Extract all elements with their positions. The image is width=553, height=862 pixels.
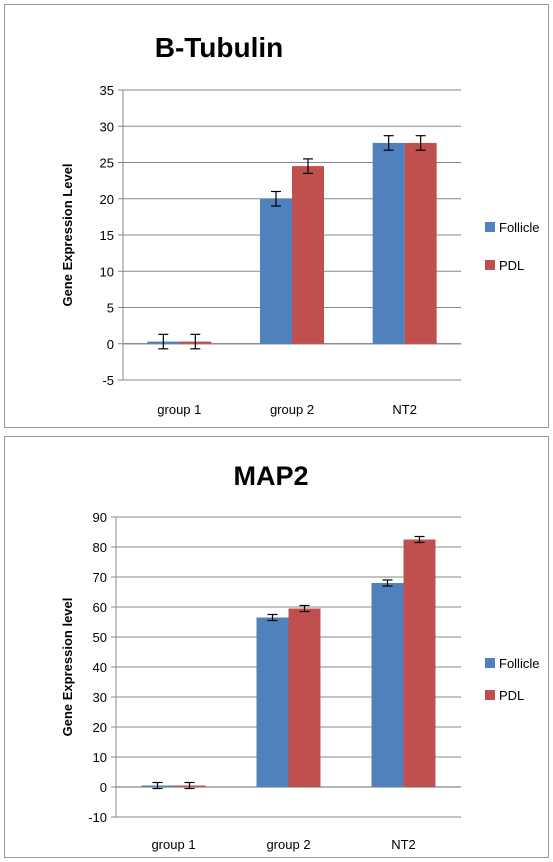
y-tick-label: 70 xyxy=(93,570,107,585)
y-tick-label: 0 xyxy=(100,780,107,795)
x-category-label: NT2 xyxy=(392,402,417,417)
y-tick-label: 10 xyxy=(93,750,107,765)
y-tick-label: 10 xyxy=(100,264,114,279)
y-tick-label: 35 xyxy=(100,83,114,98)
btubulin-chart: B-Tubulin Gene Expression Level -5 0 5 10 15 20… xyxy=(60,32,539,417)
x-category-label: NT2 xyxy=(391,837,416,852)
legend-swatch-pdl xyxy=(485,690,495,700)
y-tick-label: 15 xyxy=(100,228,114,243)
legend-label-pdl: PDL xyxy=(499,258,524,273)
x-category-label: group 1 xyxy=(157,402,201,417)
y-tick-label: 50 xyxy=(93,630,107,645)
legend-swatch-follicle xyxy=(485,222,495,232)
bar-follicle-2 xyxy=(372,142,405,344)
y-tick-label: 5 xyxy=(107,301,114,316)
legend-label-follicle: Follicle xyxy=(499,656,539,671)
map2-chart-panel: MAP2 Gene Expression level -10 0 10 20 30 40 50 6… xyxy=(4,436,549,858)
y-tick-label: 80 xyxy=(93,540,107,555)
y-tick-label: 30 xyxy=(93,690,107,705)
map2-chart: MAP2 Gene Expression level -10 0 10 20 30 40 50 6… xyxy=(60,461,539,852)
y-tick-label: 40 xyxy=(93,660,107,675)
y-tick-label: 25 xyxy=(100,156,114,171)
y-tick-label: -10 xyxy=(88,810,107,825)
y-tick-label: -5 xyxy=(102,373,114,388)
y-tick-label: 20 xyxy=(93,720,107,735)
legend-swatch-follicle xyxy=(485,658,495,668)
y-axis-label: Gene Expression Level xyxy=(60,163,75,306)
y-tick-label: 0 xyxy=(107,337,114,352)
legend-label-follicle: Follicle xyxy=(499,220,539,235)
bar-pdl-1 xyxy=(288,608,321,787)
x-category-label: group 2 xyxy=(270,402,314,417)
bar-follicle-2 xyxy=(371,583,404,787)
x-category-label: group 2 xyxy=(266,837,310,852)
legend-label-pdl: PDL xyxy=(499,688,524,703)
y-tick-label: 30 xyxy=(100,119,114,134)
bar-follicle-1 xyxy=(256,617,289,787)
y-tick-label: 90 xyxy=(93,510,107,525)
bar-pdl-2 xyxy=(403,539,436,787)
x-category-label: group 1 xyxy=(151,837,195,852)
bar-pdl-1 xyxy=(292,166,324,344)
legend-swatch-pdl xyxy=(485,260,495,270)
bar-follicle-1 xyxy=(260,198,292,344)
bar-pdl-2 xyxy=(404,142,437,344)
chart-title: B-Tubulin xyxy=(155,32,284,63)
y-tick-label: 20 xyxy=(100,192,114,207)
y-tick-label: 60 xyxy=(93,600,107,615)
chart-title: MAP2 xyxy=(233,461,308,491)
y-axis-label: Gene Expression level xyxy=(60,598,75,737)
btubulin-chart-panel: B-Tubulin Gene Expression Level -5 0 5 10 15 20… xyxy=(4,4,549,428)
